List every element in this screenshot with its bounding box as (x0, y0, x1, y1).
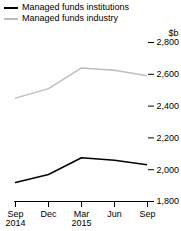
svg-text:1,800: 1,800 (157, 196, 180, 206)
html-text:Managed funds industry: Managed funds industry (22, 13, 119, 23)
svg-text:$b: $b (168, 28, 178, 38)
svg-text:2,800: 2,800 (157, 37, 180, 47)
svg-text:2,000: 2,000 (157, 165, 180, 175)
svg-text:Dec: Dec (40, 209, 57, 219)
svg-text:2,200: 2,200 (157, 133, 180, 143)
svg-text:Mar2015: Mar2015 (71, 209, 91, 228)
svg-text:Jun: Jun (107, 209, 122, 219)
svg-text:Sep2014: Sep2014 (5, 209, 25, 228)
svg-text:2,600: 2,600 (157, 69, 180, 79)
svg-text:Sep: Sep (139, 209, 155, 219)
html-text:Managed funds institutions: Managed funds institutions (22, 2, 130, 12)
svg-text:2,400: 2,400 (157, 101, 180, 111)
